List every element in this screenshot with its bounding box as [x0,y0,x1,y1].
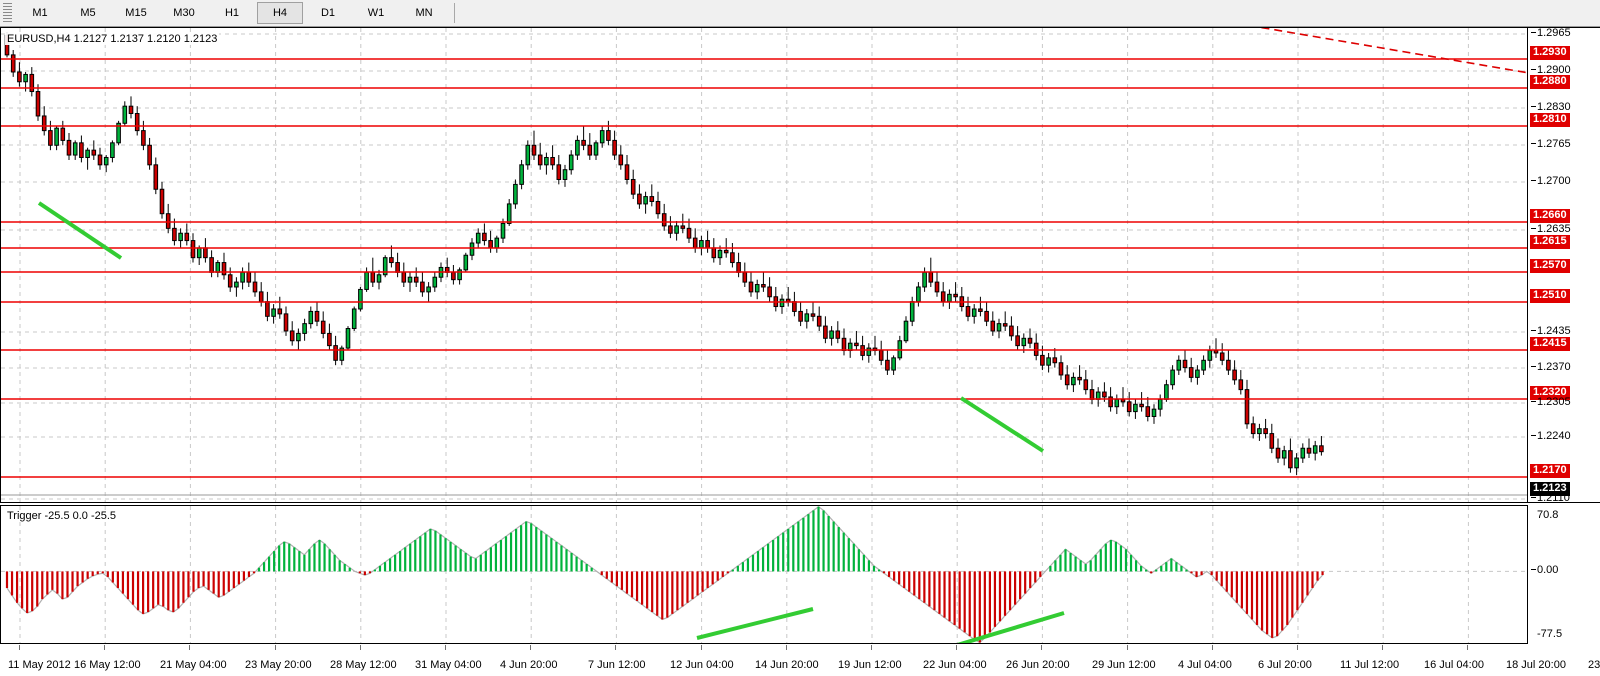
price-level-label: 1.2810 [1530,113,1570,127]
toolbar-separator [454,3,455,23]
time-tick-label: 18 Jul 20:00 [1506,659,1566,671]
indicator-axis: 70.8 0.00 -77.5 [1528,505,1600,644]
price-tick-label: 1.2435 [1531,325,1571,337]
time-axis-tick [615,645,617,650]
axis-tick-mark [1531,106,1536,107]
price-level-label: 1.2320 [1530,386,1570,400]
time-tick-label: 12 Jun 04:00 [670,659,734,671]
time-axis-tick [1126,645,1128,650]
price-tick-label: 1.2635 [1531,223,1571,235]
indicator-header-label: Trigger -25.5 0.0 -25.5 [5,510,119,522]
timeframe-toolbar: M1 M5 M15 M30 H1 H4 D1 W1 MN [0,0,1600,27]
timeframe-button-m1[interactable]: M1 [32,7,48,19]
time-axis-tick [104,645,106,650]
time-axis-tick [19,645,20,650]
drag-grip-icon[interactable] [3,3,12,23]
time-axis-tick [445,645,446,650]
timeframe-button-d1[interactable]: D1 [320,7,336,19]
time-axis-tick [700,645,702,650]
timeframe-button-group: M1 M5 M15 M30 H1 H4 D1 W1 MN [16,2,448,24]
time-tick-label: 22 Jun 04:00 [923,659,987,671]
timeframe-button-h1[interactable]: H1 [224,7,240,19]
axis-tick-mark [1531,497,1536,498]
axis-tick-mark [1531,401,1536,402]
time-tick-label: 11 May 2012 [8,659,71,671]
axis-tick-mark [1531,228,1536,229]
time-axis-tick [530,645,532,650]
timeframe-button-h4[interactable]: H4 [257,2,303,24]
indicator-tick-label: 70.8 [1537,509,1559,521]
timeframe-button-m5[interactable]: M5 [80,7,96,19]
price-chart-pane[interactable] [0,27,1528,503]
indicator-canvas [1,506,1527,643]
price-tick-label: 1.2240 [1531,430,1571,442]
price-level-label: 1.2570 [1530,259,1570,273]
time-tick-label: 7 Jun 12:00 [588,659,646,671]
current-price-label: 1.2123 [1530,482,1570,496]
price-chart-canvas [1,28,1527,502]
price-level-label: 1.2615 [1530,235,1570,249]
time-axis-tick [359,645,361,650]
time-axis-tick [1211,645,1213,650]
quote-header-label: EURUSD,H4 1.2127 1.2137 1.2120 1.2123 [5,33,220,45]
indicator-pane[interactable] [0,505,1528,644]
price-level-label: 1.2510 [1530,289,1570,303]
time-tick-label: 14 Jun 20:00 [755,659,819,671]
time-tick-label: 11 Jul 12:00 [1340,659,1400,671]
price-level-label: 1.2880 [1530,75,1570,89]
price-tick-label: 1.2830 [1531,101,1571,113]
price-level-label: 1.2415 [1530,337,1570,351]
price-tick-label: 1.2370 [1531,361,1571,373]
time-tick-label: 23 May 20:00 [245,659,312,671]
time-axis-tick [189,645,191,650]
price-level-label: 1.2170 [1530,464,1570,478]
time-tick-label: 26 Jun 20:00 [1006,659,1070,671]
time-tick-label: 31 May 04:00 [415,659,482,671]
time-tick-label: 28 May 12:00 [330,659,397,671]
time-axis[interactable]: 11 May 2012 16 May 12:00 21 May 04:00 23 Ma… [0,645,1600,676]
time-tick-label: 19 Jun 12:00 [838,659,902,671]
axis-tick-mark [1531,435,1536,436]
axis-tick-mark [1531,69,1536,70]
price-axis[interactable]: 1.2965 1.2930 1.2900 1.2880 1.2830 1.2810 1.27… [1528,27,1600,538]
price-tick-label: 1.2900 [1531,64,1571,76]
timeframe-button-m15[interactable]: M15 [125,7,147,19]
timeframe-button-m30[interactable]: M30 [173,7,195,19]
time-tick-label: 4 Jul 04:00 [1178,659,1232,671]
time-tick-label: 4 Jun 20:00 [500,659,558,671]
time-tick-label: 23 Jul 12:00 [1588,659,1600,671]
timeframe-button-w1[interactable]: W1 [367,7,385,19]
price-level-label: 1.2930 [1530,46,1570,60]
time-axis-tick [1297,645,1298,650]
price-tick-label: 1.2765 [1531,138,1571,150]
time-tick-label: 16 May 12:00 [74,659,141,671]
time-axis-tick [785,645,787,650]
time-axis-tick [1041,645,1043,650]
time-axis-tick [274,645,276,650]
axis-tick-mark [1531,180,1536,181]
price-level-label: 1.2660 [1530,209,1570,223]
time-axis-tick [1382,645,1384,650]
time-tick-label: 6 Jul 20:00 [1258,659,1312,671]
time-tick-label: 21 May 04:00 [160,659,227,671]
axis-tick-mark [1531,366,1536,367]
time-tick-label: 29 Jun 12:00 [1092,659,1156,671]
time-axis-tick [871,645,872,650]
timeframe-button-mn[interactable]: MN [415,7,433,19]
axis-tick-mark [1531,32,1536,33]
price-tick-label: 1.2305 [1531,396,1571,408]
axis-tick-mark [1531,569,1536,571]
axis-tick-mark [1531,143,1536,144]
axis-tick-mark [1531,330,1536,331]
time-axis-tick [956,645,958,650]
price-tick-label: 1.2110 [1531,492,1570,504]
time-tick-label: 16 Jul 04:00 [1424,659,1484,671]
indicator-tick-label: -77.5 [1537,628,1563,640]
indicator-tick-label: 0.00 [1531,564,1558,576]
price-tick-label: 1.2700 [1531,175,1571,187]
price-tick-label: 1.2965 [1531,27,1571,39]
time-axis-tick [1467,645,1469,650]
